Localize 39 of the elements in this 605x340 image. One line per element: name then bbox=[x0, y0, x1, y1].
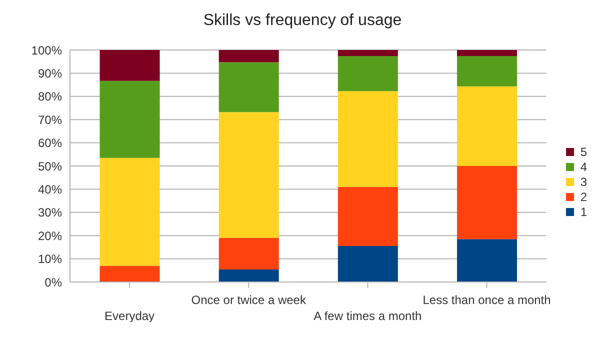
bar bbox=[100, 266, 160, 282]
bar bbox=[338, 50, 398, 56]
y-tick-label: 40% bbox=[38, 182, 62, 196]
y-tick-label: 0% bbox=[44, 275, 62, 290]
bar bbox=[457, 86, 518, 166]
legend-label: 2 bbox=[580, 190, 587, 204]
y-tick-label: 80% bbox=[38, 90, 62, 104]
bar bbox=[100, 80, 160, 158]
bar bbox=[338, 56, 398, 92]
y-tick-label: 70% bbox=[38, 112, 62, 127]
x-tick-label: Once or twice a week bbox=[191, 293, 307, 307]
bar bbox=[457, 56, 518, 86]
bar bbox=[218, 62, 279, 112]
legend-label: 5 bbox=[580, 145, 587, 159]
y-tick-label: 60% bbox=[38, 136, 62, 150]
chart-title: Skills vs frequency of usage bbox=[202, 12, 403, 31]
bar bbox=[218, 112, 279, 238]
y-tick-label: 50% bbox=[38, 159, 62, 174]
bar bbox=[457, 166, 518, 240]
bar bbox=[338, 186, 398, 246]
x-tick-label: Less than once a month bbox=[422, 293, 551, 307]
y-tick-label: 100% bbox=[31, 43, 62, 58]
bar bbox=[338, 246, 398, 282]
bar bbox=[218, 50, 279, 62]
legend-label: 4 bbox=[580, 160, 587, 174]
bar bbox=[218, 269, 279, 282]
bar bbox=[100, 50, 160, 81]
bar bbox=[100, 158, 160, 266]
y-tick-label: 30% bbox=[38, 206, 62, 220]
bar bbox=[457, 239, 518, 282]
bar bbox=[457, 50, 518, 56]
y-tick-label: 20% bbox=[38, 228, 62, 243]
legend-label: 3 bbox=[580, 175, 587, 189]
y-tick-label: 10% bbox=[38, 252, 62, 266]
x-tick-label: A few times a month bbox=[314, 309, 422, 323]
bar bbox=[338, 91, 398, 187]
legend-label: 1 bbox=[580, 205, 587, 219]
y-tick-label: 90% bbox=[38, 66, 62, 80]
bar bbox=[218, 238, 279, 270]
